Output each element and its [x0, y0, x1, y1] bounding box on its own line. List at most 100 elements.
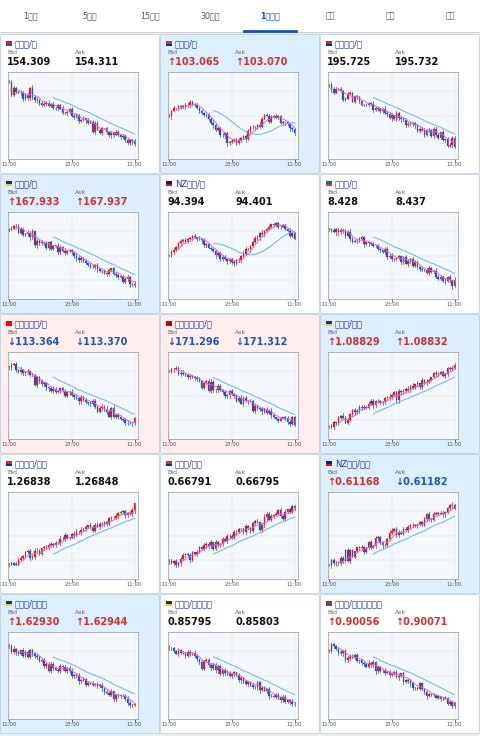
Bar: [266, 229, 267, 230]
Bar: [428, 269, 430, 273]
Bar: [433, 129, 434, 135]
Bar: [421, 380, 423, 386]
Text: Bid: Bid: [7, 470, 17, 475]
Bar: [80, 530, 82, 532]
Bar: [419, 684, 420, 689]
Bar: [187, 652, 189, 656]
Bar: [66, 251, 68, 253]
Text: ↓171.296: ↓171.296: [167, 337, 219, 347]
Bar: [34, 97, 36, 99]
Bar: [215, 665, 216, 670]
Bar: [347, 551, 348, 561]
Bar: [423, 130, 425, 135]
Bar: [386, 539, 388, 545]
Bar: [233, 140, 235, 141]
Bar: [419, 383, 420, 386]
Bar: [171, 111, 172, 116]
Bar: [421, 129, 423, 130]
Bar: [11, 229, 12, 230]
Bar: [27, 653, 28, 657]
Bar: [398, 113, 400, 118]
Bar: [326, 41, 332, 46]
Bar: [118, 415, 119, 417]
Bar: [178, 650, 179, 654]
Bar: [294, 130, 295, 133]
Bar: [379, 400, 381, 403]
Bar: [291, 702, 293, 704]
Bar: [396, 392, 397, 400]
Bar: [6, 181, 12, 186]
Bar: [250, 246, 251, 250]
Bar: [233, 394, 235, 396]
Bar: [110, 691, 112, 695]
Bar: [375, 401, 376, 406]
Bar: [359, 96, 360, 101]
Bar: [192, 376, 193, 377]
Text: Ask: Ask: [235, 470, 247, 475]
Text: Ask: Ask: [235, 610, 247, 615]
Text: Bid: Bid: [327, 51, 337, 55]
Bar: [403, 257, 404, 262]
Bar: [431, 269, 432, 272]
Bar: [245, 249, 247, 253]
Bar: [85, 400, 86, 402]
Bar: [18, 370, 19, 372]
Bar: [203, 240, 205, 245]
Bar: [451, 138, 453, 145]
Bar: [294, 233, 295, 238]
Bar: [196, 378, 198, 379]
Bar: [106, 128, 108, 132]
Bar: [215, 125, 216, 130]
Bar: [449, 145, 451, 146]
Bar: [275, 417, 277, 419]
Bar: [27, 95, 28, 98]
Bar: [55, 668, 57, 670]
Bar: [444, 139, 446, 140]
Bar: [122, 135, 124, 137]
Bar: [96, 525, 98, 527]
Text: Bid: Bid: [327, 470, 337, 475]
Bar: [199, 548, 200, 552]
Text: 5分足: 5分足: [83, 12, 97, 21]
Text: 0.66795: 0.66795: [235, 477, 279, 487]
Bar: [389, 255, 390, 257]
Bar: [182, 372, 184, 374]
Text: 月足: 月足: [445, 12, 455, 21]
Bar: [347, 232, 348, 236]
Bar: [73, 534, 75, 535]
Bar: [94, 124, 96, 132]
FancyBboxPatch shape: [160, 35, 320, 174]
Bar: [405, 121, 407, 125]
Bar: [64, 534, 66, 539]
Text: ↓113.364: ↓113.364: [7, 337, 60, 347]
Bar: [94, 401, 96, 407]
Bar: [282, 225, 284, 227]
Bar: [205, 659, 207, 660]
Bar: [396, 529, 397, 535]
Bar: [92, 401, 94, 404]
Bar: [377, 108, 379, 109]
Bar: [454, 365, 456, 368]
Bar: [187, 239, 189, 241]
Bar: [124, 420, 126, 422]
Text: Bid: Bid: [327, 610, 337, 615]
Bar: [363, 663, 365, 664]
Text: 米ドル/スイスフラン: 米ドル/スイスフラン: [335, 599, 383, 608]
Bar: [22, 229, 24, 235]
Bar: [127, 277, 128, 279]
Bar: [124, 696, 126, 698]
Bar: [238, 529, 240, 532]
Bar: [24, 653, 26, 656]
Bar: [412, 259, 414, 266]
Bar: [64, 391, 66, 396]
Bar: [227, 537, 228, 541]
Bar: [365, 664, 367, 667]
Bar: [76, 115, 77, 117]
Bar: [99, 523, 100, 527]
Bar: [46, 102, 47, 104]
Bar: [120, 512, 121, 513]
Bar: [264, 116, 265, 119]
Bar: [203, 545, 205, 549]
Bar: [85, 261, 86, 263]
Bar: [393, 529, 395, 531]
